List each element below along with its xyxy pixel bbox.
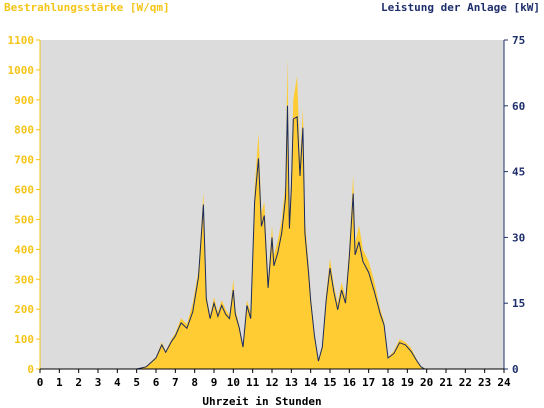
x-tick-label: 14 xyxy=(304,376,318,389)
x-tick-label: 13 xyxy=(285,376,298,389)
x-tick-label: 22 xyxy=(459,376,472,389)
right-tick-label: 60 xyxy=(512,100,525,113)
right-tick-label: 0 xyxy=(512,363,519,376)
x-axis-ticks: 0 1 2 3 4 5 6 7 8 9 10 11 12 13 14 15 16 17 18 19 20 21 22 23 24 xyxy=(37,369,511,389)
x-tick-label: 9 xyxy=(211,376,218,389)
left-tick-label: 700 xyxy=(14,154,34,167)
x-tick-label: 11 xyxy=(246,376,260,389)
left-tick-label: 1000 xyxy=(8,64,35,77)
left-tick-label: 1100 xyxy=(8,34,35,47)
x-tick-label: 10 xyxy=(227,376,240,389)
right-axis-ticks: 0 15 30 45 60 75 xyxy=(504,34,525,376)
x-tick-label: 18 xyxy=(381,376,394,389)
x-axis-title: Uhrzeit in Stunden xyxy=(202,395,321,408)
x-tick-label: 19 xyxy=(401,376,414,389)
x-tick-label: 0 xyxy=(37,376,44,389)
irradiance-area xyxy=(40,57,427,370)
left-tick-label: 400 xyxy=(14,243,34,256)
x-tick-label: 21 xyxy=(439,376,453,389)
left-tick-label: 100 xyxy=(14,333,34,346)
left-tick-label: 800 xyxy=(14,124,34,137)
left-tick-label: 600 xyxy=(14,184,34,197)
right-tick-label: 30 xyxy=(512,231,525,244)
left-tick-label: 200 xyxy=(14,303,34,316)
x-tick-label: 23 xyxy=(478,376,491,389)
x-tick-label: 1 xyxy=(56,376,63,389)
right-tick-label: 15 xyxy=(512,297,525,310)
x-tick-label: 7 xyxy=(172,376,179,389)
left-axis-title: Bestrahlungsstärke [W/qm] xyxy=(4,1,170,14)
left-tick-label: 900 xyxy=(14,94,34,107)
x-tick-label: 12 xyxy=(265,376,278,389)
x-tick-label: 2 xyxy=(75,376,82,389)
x-tick-label: 6 xyxy=(153,376,160,389)
x-tick-label: 8 xyxy=(191,376,198,389)
x-tick-label: 24 xyxy=(497,376,511,389)
left-tick-label: 300 xyxy=(14,273,34,286)
right-tick-label: 45 xyxy=(512,166,525,179)
left-tick-label: 0 xyxy=(27,363,34,376)
x-tick-label: 20 xyxy=(420,376,433,389)
left-tick-label: 500 xyxy=(14,213,34,226)
power-line xyxy=(40,105,504,370)
x-tick-label: 5 xyxy=(133,376,140,389)
x-tick-label: 15 xyxy=(323,376,336,389)
x-tick-label: 3 xyxy=(95,376,102,389)
x-tick-label: 16 xyxy=(343,376,357,389)
x-tick-label: 4 xyxy=(114,376,121,389)
right-axis-title: Leistung der Anlage [kW] xyxy=(381,1,540,14)
left-axis-ticks: 0 100 200 300 400 500 600 700 800 900 1000 1100 xyxy=(8,34,40,376)
x-tick-label: 17 xyxy=(362,376,375,389)
right-tick-label: 75 xyxy=(512,34,525,47)
